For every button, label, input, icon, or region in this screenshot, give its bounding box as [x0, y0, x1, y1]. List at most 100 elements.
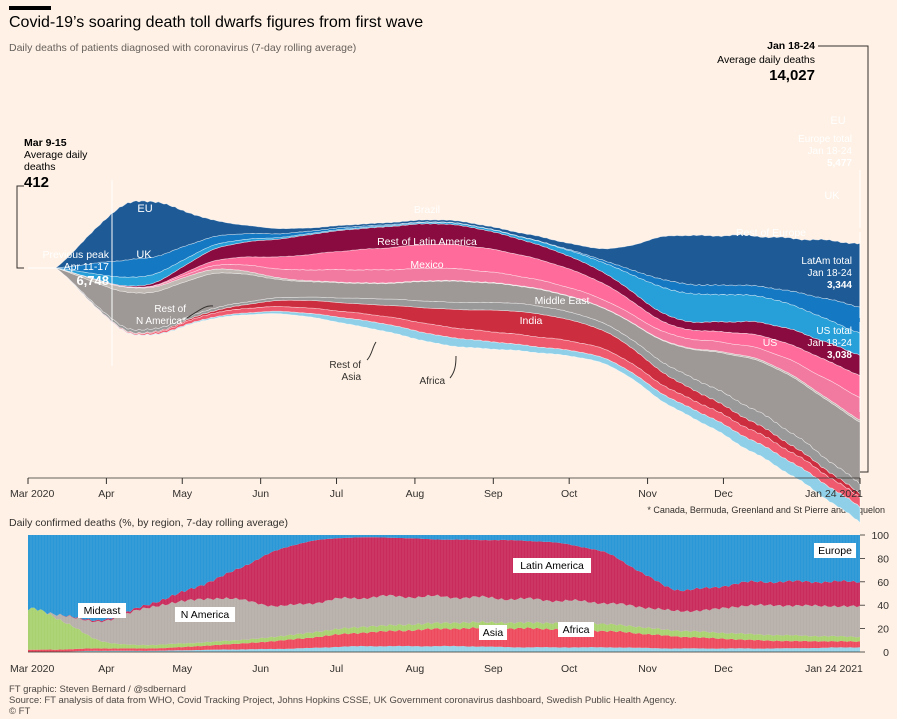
first-wave-period: Mar 9-15: [24, 137, 67, 149]
chart-title: Covid-19’s soaring death toll dwarfs fig…: [9, 14, 424, 31]
lower-label-africa: Africa: [563, 624, 590, 636]
lower-label-europe: Europe: [818, 545, 852, 557]
footer-source: Source: FT analysis of data from WHO, Co…: [9, 695, 677, 706]
rest-of-asia-leader: [366, 341, 377, 361]
upper-x-tick-label: Dec: [714, 488, 733, 500]
upper-x-tick-label: Nov: [638, 488, 657, 500]
share-area-latin-america: [28, 537, 860, 623]
upper-x-tick-label: Jul: [330, 488, 343, 500]
first-wave-desc-2: deaths: [24, 161, 56, 173]
bottom-chart-subtitle: Daily confirmed deaths (%, by region, 7-…: [9, 517, 288, 529]
upper-x-tick-label: Oct: [561, 488, 577, 500]
lower-x-tick-label: Oct: [561, 663, 577, 675]
lower-x-tick-label: Aug: [406, 663, 425, 675]
previous-peak-period: Apr 11-17: [64, 261, 109, 273]
label-us: US: [763, 337, 778, 349]
lower-y-tick-label: 80: [877, 553, 889, 565]
lower-label-mideast-bg: [78, 603, 126, 618]
lower-labels: Mideast N America Latin America Asia Afr…: [78, 543, 856, 640]
europe-total-label: Europe total: [798, 134, 852, 145]
share-area-europe: [28, 535, 860, 622]
upper-x-tick-label: Jun: [252, 488, 269, 500]
latam-total-value: 3,344: [827, 280, 852, 291]
latest-period: Jan 18-24: [767, 40, 815, 52]
lower-y-tick-label: 100: [871, 530, 889, 542]
label-brazil: Brazil: [414, 204, 440, 216]
lower-label-n-america-bg: [175, 607, 235, 622]
us-total-label: US total: [816, 326, 852, 337]
lower-x-tick-label: Mar 2020: [10, 663, 55, 675]
lower-label-latin-america-bg: [513, 558, 591, 573]
lower-y-tick-label: 60: [877, 577, 889, 589]
lower-x-tick-label: Dec: [714, 663, 733, 675]
lower-share-areas: [28, 535, 860, 652]
us-total-period: Jan 18-24: [808, 338, 853, 349]
lower-x-tick-label: Jan 24 2021: [805, 663, 863, 675]
lower-label-n-america: N America: [181, 609, 230, 621]
chart-subtitle: Daily deaths of patients diagnosed with …: [9, 42, 357, 54]
latam-total-period: Jan 18-24: [808, 268, 853, 279]
label-rest-n-america-2: N America*: [136, 316, 186, 327]
share-area-africa: [28, 645, 860, 652]
footer-copyright: © FT: [9, 706, 31, 717]
label-eu-left: EU: [137, 203, 152, 215]
label-rest-latin-america: Rest of Latin America: [377, 236, 477, 248]
label-eu-right: EU: [830, 115, 845, 127]
lower-x-tick-label: Jul: [330, 663, 343, 675]
previous-peak-value: 6,748: [76, 273, 109, 288]
previous-peak-label: Previous peak: [42, 249, 109, 261]
first-wave-value: 412: [24, 174, 49, 191]
label-uk-right: UK: [824, 190, 840, 202]
europe-total-period: Jan 18-24: [808, 146, 853, 157]
label-rest-n-america-1: Rest of: [154, 304, 186, 315]
lower-label-asia: Asia: [483, 627, 504, 639]
lower-y-tick-label: 40: [877, 600, 889, 612]
share-area-asia: [28, 626, 860, 652]
latest-desc: Average daily deaths: [717, 54, 815, 66]
label-rest-of-asia-1: Rest of: [329, 360, 361, 371]
upper-x-tick-label: Sep: [484, 488, 503, 500]
label-mexico: Mexico: [410, 259, 443, 271]
first-wave-bracket: [16, 185, 24, 269]
label-uk-left: UK: [136, 249, 152, 261]
latam-total-label: LatAm total: [801, 256, 852, 267]
lower-y-tick-label: 0: [883, 647, 889, 659]
upper-x-tick-label: Apr: [98, 488, 115, 500]
footer-credit: FT graphic: Steven Bernard / @sdbernard: [9, 684, 186, 695]
label-india: India: [520, 315, 543, 327]
us-total-value: 3,038: [827, 350, 852, 361]
upper-stream-areas: [28, 200, 861, 524]
first-wave-desc-1: Average daily: [24, 149, 88, 161]
share-area-n-america: [28, 594, 860, 646]
label-rest-of-europe: Rest of Europe: [736, 227, 806, 239]
upper-x-tick-label: May: [172, 488, 193, 500]
share-area-mideast: [28, 607, 860, 650]
lower-y-tick-label: 20: [877, 624, 889, 636]
upper-x-tick-label: Aug: [406, 488, 425, 500]
upper-x-tick-label: Mar 2020: [10, 488, 55, 500]
label-africa-upper: Africa: [419, 376, 445, 387]
footnote-canada: * Canada, Bermuda, Greenland and St Pier…: [647, 505, 885, 515]
lower-x-tick-label: May: [172, 663, 193, 675]
lower-x-tick-label: Sep: [484, 663, 503, 675]
latest-bracket: [818, 45, 869, 473]
lower-label-asia-bg: [479, 625, 507, 640]
latest-value: 14,027: [769, 67, 815, 84]
lower-x-tick-label: Jun: [252, 663, 269, 675]
axes: Mar 2020 Apr May Jun Jul Aug Sep Oct Nov Dec Jan 2…: [10, 477, 889, 675]
lower-label-africa-bg: [558, 622, 594, 637]
upper-x-tick-label: Jan 24 2021: [805, 488, 863, 500]
lower-x-tick-label: Nov: [638, 663, 657, 675]
label-rest-of-asia-2: Asia: [342, 372, 362, 383]
rest-n-america-leader: [186, 305, 214, 319]
lower-label-europe-bg: [814, 543, 856, 558]
europe-total-value: 5,477: [827, 158, 852, 169]
lower-label-latin-america: Latin America: [520, 560, 584, 572]
annotation-lines: [16, 45, 869, 473]
lower-x-tick-label: Apr: [98, 663, 115, 675]
africa-leader: [449, 355, 457, 379]
lower-label-mideast: Mideast: [84, 605, 121, 617]
label-middle-east: Middle East: [535, 295, 590, 307]
ft-title-bar: [9, 6, 51, 10]
